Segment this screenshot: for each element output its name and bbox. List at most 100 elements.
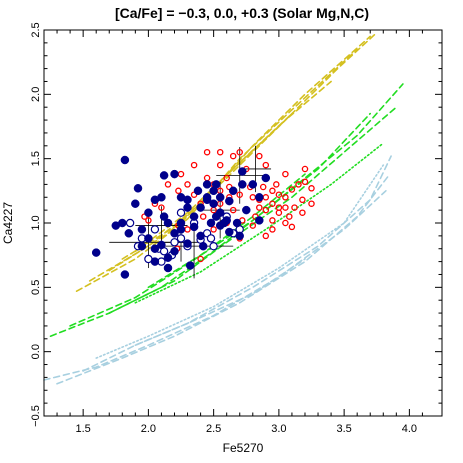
model-line-ca_zero xyxy=(147,173,306,289)
data-point-red xyxy=(308,185,315,192)
data-point-filled xyxy=(170,229,179,238)
data-point-red xyxy=(282,194,289,201)
data-point-filled xyxy=(232,218,242,228)
data-point-filled xyxy=(150,257,160,266)
data-point-filled xyxy=(159,212,169,221)
data-point-filled xyxy=(235,231,244,241)
data-point-filled xyxy=(118,218,127,228)
data-point-red xyxy=(282,170,289,178)
data-point-filled xyxy=(242,205,251,215)
data-point-red xyxy=(269,217,276,224)
data-point-filled xyxy=(219,218,229,228)
y-tick-label: 2.0 xyxy=(30,87,42,102)
data-point-red xyxy=(177,170,185,178)
model-line-ca_minus xyxy=(95,164,385,359)
data-point-filled xyxy=(137,225,147,234)
data-point-open xyxy=(206,234,216,243)
data-point-filled xyxy=(225,227,234,237)
data-point-filled xyxy=(183,239,192,248)
model-line-ca_zero xyxy=(134,142,385,304)
data-point-red xyxy=(184,181,191,188)
model-line-ca_minus xyxy=(56,173,391,385)
y-tick-label: 0.5 xyxy=(30,280,42,295)
model-lines xyxy=(43,31,404,385)
data-point-filled xyxy=(157,240,166,250)
data-point-open xyxy=(150,225,160,234)
data-point-red xyxy=(288,186,296,193)
x-tick-label: 3.0 xyxy=(271,423,286,435)
data-point-filled xyxy=(170,169,179,179)
data-point-filled xyxy=(163,263,173,273)
data-point-filled xyxy=(120,155,130,165)
data-point-filled xyxy=(163,218,173,228)
data-point-red xyxy=(216,148,224,156)
data-point-filled xyxy=(137,241,147,251)
data-point-red xyxy=(262,206,270,214)
model-line-ca_plus xyxy=(108,31,378,272)
data-point-open xyxy=(209,241,218,251)
data-point-red xyxy=(295,181,302,188)
model-line-ca_plus xyxy=(88,35,371,282)
data-point-filled xyxy=(196,231,205,241)
data-point-red xyxy=(210,226,217,233)
data-point-filled xyxy=(144,234,153,243)
data-point-filled xyxy=(120,270,130,279)
data-point-filled xyxy=(238,180,247,189)
data-point-red xyxy=(158,204,165,211)
y-tick-label: −0.5 xyxy=(30,405,42,427)
y-tick-label: 2.5 xyxy=(30,22,42,37)
data-point-red xyxy=(299,209,306,216)
data-point-filled xyxy=(124,229,134,238)
data-point-red xyxy=(190,161,198,169)
data-point-red xyxy=(216,161,224,169)
data-point-red xyxy=(291,204,298,211)
data-point-red xyxy=(236,191,243,198)
data-point-filled xyxy=(196,203,205,212)
data-point-filled xyxy=(225,196,234,206)
data-point-filled xyxy=(215,193,225,202)
data-point-red xyxy=(275,209,283,216)
data-point-filled xyxy=(206,218,216,228)
data-point-red xyxy=(273,181,280,188)
data-point-red xyxy=(229,206,237,214)
data-point-red xyxy=(301,165,309,173)
data-point-filled xyxy=(189,222,199,232)
data-point-red xyxy=(236,148,243,156)
data-point-filled xyxy=(248,180,258,189)
data-point-red xyxy=(269,226,276,233)
data-point-red xyxy=(199,213,207,220)
data-point-red xyxy=(249,222,257,229)
x-tick-label: 1.5 xyxy=(75,423,90,435)
data-point-filled xyxy=(176,225,186,234)
x-tick-label: 4.0 xyxy=(402,423,417,435)
data-point-open xyxy=(176,234,186,243)
data-point-filled xyxy=(185,261,195,270)
data-points xyxy=(91,148,315,279)
data-point-red xyxy=(269,200,276,207)
data-point-red xyxy=(269,187,276,195)
data-point-red xyxy=(262,161,270,169)
data-point-filled xyxy=(183,203,192,212)
data-point-red xyxy=(175,187,182,195)
data-point-red xyxy=(282,204,289,211)
data-point-filled xyxy=(144,208,153,217)
model-line-ca_zero xyxy=(69,83,404,327)
model-line-ca_minus xyxy=(82,155,392,372)
data-point-filled xyxy=(198,241,208,251)
data-point-open xyxy=(170,238,179,247)
axes: 1.5 2.0 2.5 3.0 3.5 4.0 −0.5 0.0 0.5 1.0 1.5 2.0 2.5 xyxy=(30,22,442,435)
data-point-red xyxy=(229,152,237,160)
data-point-filled xyxy=(159,171,169,180)
data-point-red xyxy=(299,196,306,204)
data-point-red xyxy=(308,200,315,207)
y-axis-label: Ca4227 xyxy=(1,202,15,244)
data-point-filled xyxy=(211,180,221,189)
data-point-red xyxy=(275,191,283,198)
x-tick-label: 3.5 xyxy=(336,423,351,435)
data-point-red xyxy=(286,213,293,220)
data-point-filled xyxy=(255,193,264,202)
data-point-red xyxy=(164,181,172,188)
x-axis-label: Fe5270 xyxy=(223,441,264,455)
data-point-red xyxy=(197,255,204,263)
